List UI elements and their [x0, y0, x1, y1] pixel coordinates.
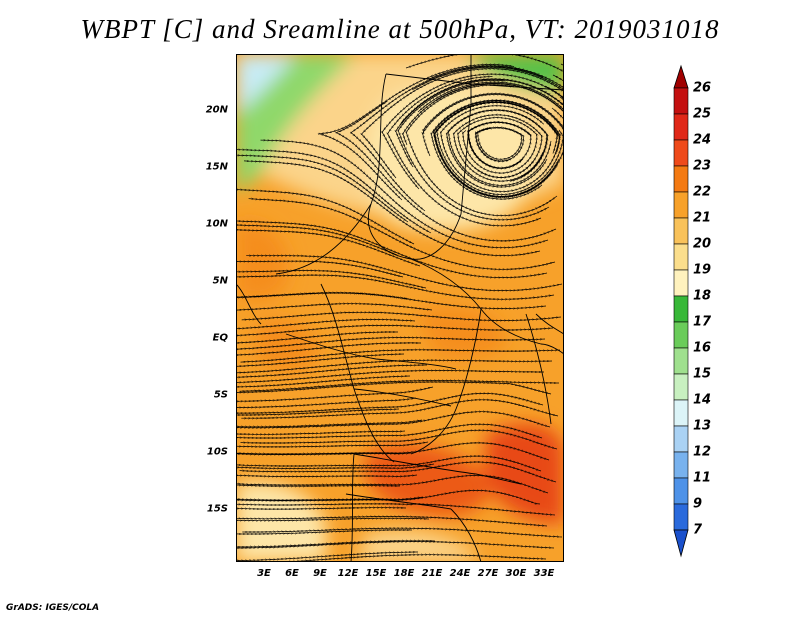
streamline — [239, 462, 557, 483]
lon-label: 18E — [393, 568, 415, 579]
colorbar-label: 19 — [693, 262, 712, 278]
colorbar-bin — [673, 321, 689, 349]
colorbar-label: 25 — [693, 106, 712, 122]
lon-label: 24E — [449, 568, 471, 579]
colorbar-bin — [673, 269, 689, 297]
grads-credit: GrADS: IGES/COLA — [6, 603, 100, 613]
lon-label: 9E — [313, 568, 327, 579]
lon-label: 3E — [257, 568, 271, 579]
colorbar-bin — [673, 399, 689, 427]
map-panel[interactable] — [236, 54, 564, 562]
colorbar-bin — [673, 295, 689, 323]
streamline — [236, 555, 547, 562]
lat-label: 10S — [206, 446, 228, 458]
lon-label: 33E — [533, 568, 555, 579]
colorbar-bin — [673, 373, 689, 401]
lon-label: 21E — [421, 568, 443, 579]
colorbar-bin — [673, 347, 689, 375]
lon-label: 12E — [337, 568, 359, 579]
colorbar-bin — [673, 217, 689, 245]
streamline — [236, 382, 552, 395]
colorbar-label: 24 — [693, 132, 712, 148]
streamlines — [236, 54, 564, 562]
colorbar-bin — [673, 425, 689, 453]
colorbar-bin — [673, 165, 689, 193]
map-title: WBPT [C] and Sreamline at 500hPa, VT: 20… — [80, 14, 720, 44]
colorbar-label: 21 — [693, 210, 712, 226]
colorbar-bin — [673, 477, 689, 505]
colorbar-label: 18 — [693, 288, 712, 304]
colorbar-bin — [673, 113, 689, 141]
streamline — [435, 102, 560, 196]
lat-label: EQ — [212, 332, 228, 344]
colorbar-label: 14 — [693, 392, 712, 408]
colorbar-bin — [673, 87, 689, 115]
colorbar-bin — [673, 191, 689, 219]
streamline — [236, 443, 550, 461]
streamline — [241, 312, 562, 320]
streamline — [236, 542, 555, 548]
colorbar-bin — [673, 243, 689, 271]
streamline — [242, 528, 563, 537]
colorbar-bottom-arrow — [673, 529, 689, 558]
colorbar-label: 7 — [693, 522, 703, 538]
lat-label: 15S — [206, 503, 228, 515]
colorbar-label: 22 — [693, 184, 712, 200]
lat-label: 5N — [212, 275, 228, 287]
streamline — [236, 304, 433, 311]
lon-label: 30E — [505, 568, 527, 579]
streamline — [236, 293, 547, 309]
lon-label: 15E — [365, 568, 387, 579]
colorbar — [673, 64, 689, 558]
streamline — [236, 504, 556, 515]
lat-label: 15N — [205, 161, 228, 173]
lon-label: 27E — [477, 568, 499, 579]
colorbar-label: 26 — [693, 80, 712, 96]
colorbar-bin — [673, 503, 689, 531]
streamline — [236, 476, 549, 494]
colorbar-label: 13 — [693, 418, 712, 434]
lat-label: 20N — [205, 104, 228, 116]
colorbar-label: 23 — [693, 158, 712, 174]
colorbar-bin — [673, 451, 689, 479]
colorbar-label: 17 — [693, 314, 712, 330]
lat-label: 5S — [213, 389, 228, 401]
colorbar-bin — [673, 139, 689, 167]
colorbar-label: 12 — [693, 444, 712, 460]
colorbar-label: 15 — [693, 366, 712, 382]
lat-label: 10N — [205, 218, 228, 230]
streamline — [236, 517, 548, 527]
lon-label: 6E — [285, 568, 299, 579]
colorbar-label: 16 — [693, 340, 712, 356]
streamline — [405, 54, 564, 73]
colorbar-label: 9 — [693, 496, 703, 512]
colorbar-top-arrow — [673, 64, 689, 89]
colorbar-label: 20 — [693, 236, 712, 252]
streamline — [236, 490, 541, 504]
colorbar-label: 11 — [693, 470, 712, 486]
